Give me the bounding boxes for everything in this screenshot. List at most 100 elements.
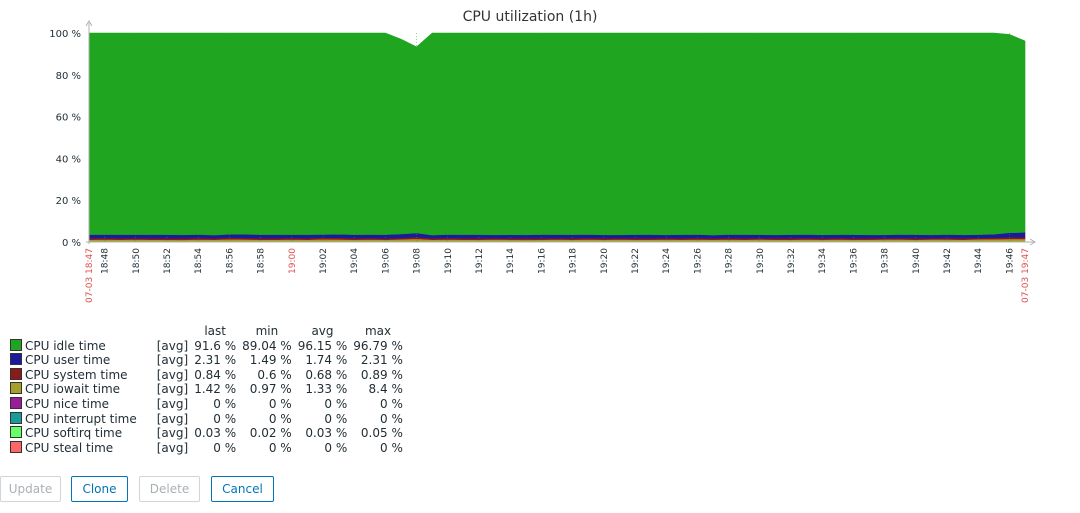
update-button: Update <box>0 476 61 502</box>
legend-header-min: min <box>255 324 279 338</box>
legend-avg-cell: 0 % <box>324 396 348 411</box>
legend-min-cell: 0 % <box>268 440 292 455</box>
legend-last-cell: 0 % <box>213 440 237 455</box>
axes <box>85 20 1036 246</box>
legend-row: CPU iowait time [avg] 1.42 % 0.97 % 1.33 % 8.… <box>10 382 403 397</box>
legend-last-cell: 0.03 % <box>194 426 237 441</box>
legend-row: CPU user time [avg] 2.31 % 1.49 % 1.74 % 2.31… <box>10 353 403 368</box>
x-tick-label: 19:22 <box>631 248 641 274</box>
legend-item-name-cell: CPU system time <box>25 367 128 382</box>
legend-func-cell: [avg] <box>156 367 189 382</box>
legend-row: CPU interrupt time [avg] 0 % 0 % 0 % 0 % <box>10 411 403 427</box>
x-tick-label: 19:24 <box>662 248 672 274</box>
legend-item-name-cell: CPU iowait time <box>25 382 121 397</box>
legend-row: CPU nice time [avg] 0 % 0 % 0 % 0 % <box>10 396 403 412</box>
legend-last-cell: 0 % <box>213 396 237 411</box>
x-tick-label: 19:38 <box>881 248 891 274</box>
legend-min-cell: 0 % <box>268 411 292 426</box>
x-tick-label: 18:58 <box>257 248 267 274</box>
legend-max-cell: 0.05 % <box>360 426 403 441</box>
legend-header-row: last min avg max <box>10 324 403 339</box>
x-tick-label: 19:44 <box>974 248 984 274</box>
legend-swatch-cell <box>10 382 22 397</box>
series-cpu-idle-time <box>88 32 1026 236</box>
x-tick-label: 19:02 <box>319 248 329 274</box>
x-tick-label: 18:54 <box>194 248 204 274</box>
legend-min-cell: 0 % <box>268 396 292 411</box>
legend-max-cell: 0 % <box>380 396 403 411</box>
legend-last-cell: 0.84 % <box>194 367 237 382</box>
x-tick-label: 19:32 <box>787 248 797 274</box>
legend-body: CPU idle time [avg] 91.6 % 89.04 % 96.15 % 96… <box>10 338 403 456</box>
legend-min-cell: 0.97 % <box>249 382 292 397</box>
chart-title: CPU utilization (1h) <box>463 9 598 25</box>
cancel-button[interactable]: Cancel <box>211 476 274 502</box>
x-tick-label: 19:08 <box>413 248 423 274</box>
cpu-utilization-chart: CPU utilization (1h) 0 % 20 % 40 % 60 % 80 %… <box>49 9 1036 303</box>
legend-swatch <box>10 426 22 439</box>
legend-func-cell: [avg] <box>156 396 189 411</box>
x-tick-label: 19:40 <box>912 248 922 274</box>
legend-min-cell: 89.04 % <box>242 338 292 353</box>
legend-max-cell: 0.89 % <box>360 367 403 382</box>
legend-func-cell: [avg] <box>156 426 189 441</box>
x-tick-label: 18:50 <box>132 248 142 274</box>
legend-item-name-cell: CPU idle time <box>25 338 106 353</box>
legend-header-max: max <box>364 324 392 338</box>
x-tick-label: 19:30 <box>756 248 766 274</box>
x-axis-arrow <box>1029 238 1036 246</box>
legend-item-name-cell: CPU user time <box>25 353 111 368</box>
legend-func-cell: [avg] <box>156 353 189 368</box>
legend-swatch-cell <box>10 353 22 368</box>
legend-min-cell: 1.49 % <box>249 353 292 368</box>
legend-swatch <box>10 396 22 409</box>
legend-avg-cell: 0 % <box>324 411 348 426</box>
legend-item-name-cell: CPU softirq time <box>25 426 123 441</box>
legend-last-cell: 91.6 % <box>194 338 237 353</box>
legend-swatch-cell <box>10 367 22 383</box>
legend-swatch-cell <box>10 338 22 354</box>
x-tick-label: 19:12 <box>475 248 485 274</box>
clone-button[interactable]: Clone <box>71 476 128 502</box>
legend-min-cell: 0.6 % <box>257 367 292 382</box>
x-end-label: 07-03 19:47 <box>1021 248 1031 303</box>
grid <box>104 33 1010 242</box>
x-tick-label: 19:06 <box>381 248 391 274</box>
legend-func-cell: [avg] <box>156 382 189 397</box>
chart-legend: last min avg max CPU idle time [avg] 91.6 … <box>10 324 403 455</box>
legend-avg-cell: 0.03 % <box>305 426 348 441</box>
x-tick-label: 18:48 <box>101 248 111 274</box>
x-tick-label: 19:04 <box>350 248 360 274</box>
y-axis-arrow <box>85 20 93 27</box>
legend-min-cell: 0.02 % <box>249 426 292 441</box>
y-tick-label: 80 % <box>56 71 81 82</box>
legend-func-cell: [avg] <box>156 338 189 353</box>
legend-swatch <box>10 338 22 351</box>
y-tick-label: 100 % <box>49 29 81 40</box>
x-tick-label: 19:14 <box>506 248 516 274</box>
y-tick-label: 60 % <box>56 113 81 124</box>
legend-swatch-cell <box>10 411 22 427</box>
legend-max-cell: 2.31 % <box>360 353 403 368</box>
legend-last-cell: 2.31 % <box>194 353 237 368</box>
legend-row: CPU idle time [avg] 91.6 % 89.04 % 96.15 % 96… <box>10 338 403 354</box>
legend-swatch-cell <box>10 396 22 412</box>
delete-button: Delete <box>139 476 200 502</box>
y-tick-label: 20 % <box>56 196 81 207</box>
legend-avg-cell: 0 % <box>324 440 348 455</box>
legend-swatch <box>10 440 22 453</box>
legend-swatch <box>10 411 22 424</box>
legend-max-cell: 0 % <box>380 440 403 455</box>
x-tick-label: 19:42 <box>943 248 953 274</box>
legend-swatch <box>10 353 22 366</box>
x-tick-label: 19:18 <box>569 248 579 274</box>
x-tick-label: 19:00 <box>288 248 298 274</box>
legend-last-cell: 0 % <box>213 411 237 426</box>
legend-swatch <box>10 382 22 395</box>
legend-avg-cell: 0.68 % <box>305 367 348 382</box>
x-tick-label: 19:16 <box>537 248 547 274</box>
x-tick-label: 19:20 <box>600 248 610 274</box>
x-tick-labels: 18:48 18:50 18:52 18:54 18:56 18:58 19:00 19:02… <box>85 248 1031 303</box>
x-tick-label: 19:10 <box>444 248 454 274</box>
legend-row: CPU softirq time [avg] 0.03 % 0.02 % 0.03 % 0… <box>10 426 403 441</box>
